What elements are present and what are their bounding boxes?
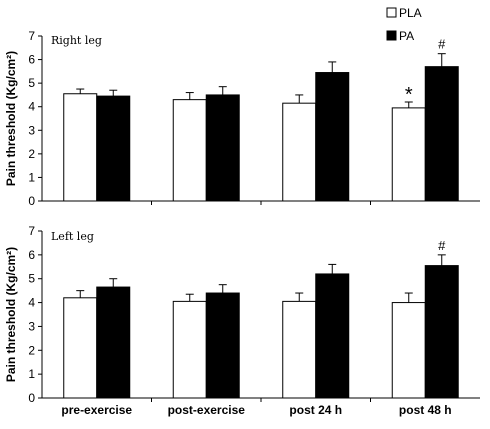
y-tick-label: 2: [28, 147, 35, 161]
y-tick-label: 0: [28, 391, 35, 405]
x-category-label: pre-exercise: [61, 403, 132, 417]
y-axis-label: Pain threshold (Kg/cm²): [4, 51, 18, 186]
panel-title: Right leg: [51, 34, 102, 47]
bar-pa-3: [424, 265, 459, 399]
x-category-label: post 24 h: [289, 403, 342, 417]
y-tick-label: 5: [28, 76, 35, 90]
y-tick-label: 1: [28, 170, 35, 184]
bar-pa-2: [315, 273, 350, 399]
chart-panel-right-leg: 0 1 2 3 4 5 6 7 Pain threshold (Kg/cm²) Right leg…: [4, 29, 480, 208]
bar-pla-0: [63, 93, 98, 202]
bar-pa-0: [96, 286, 131, 399]
y-tick-label: 3: [28, 123, 35, 137]
y-tick-label: 7: [28, 224, 35, 238]
y-tick-label: 7: [28, 29, 35, 43]
bar-pa-1: [205, 292, 240, 399]
bar-pla-3: [391, 302, 426, 399]
legend-swatch-pa: [386, 30, 397, 41]
y-tick-label: 2: [28, 343, 35, 357]
bar-pa-2: [315, 72, 350, 202]
bar-pla-2: [282, 102, 317, 202]
bar-pa-1: [205, 94, 240, 202]
chart-panel-left-leg: 0 1 2 3 4 5 6 7 Pain threshold (Kg/cm²) Left leg p…: [4, 224, 480, 417]
legend-label-pa: PA: [399, 29, 414, 43]
bar-pla-2: [282, 300, 317, 399]
y-tick-label: 0: [28, 194, 35, 208]
legend-label-pla: PLA: [399, 6, 422, 20]
legend-swatch-pla: [386, 7, 397, 18]
bar-pla-3: [391, 107, 426, 202]
bar-pa-3: [424, 66, 459, 202]
significance-marker: *: [405, 84, 413, 106]
bar-pa-0: [96, 95, 131, 202]
legend: PLA PA: [386, 6, 422, 43]
x-category-label: post-exercise: [168, 403, 246, 417]
y-axis-label: Pain threshold (Kg/cm²): [4, 247, 18, 382]
bar-pla-1: [172, 300, 207, 399]
bar-pla-1: [172, 99, 207, 202]
y-tick-label: 4: [28, 296, 35, 310]
bar-pla-0: [63, 297, 98, 399]
y-tick-label: 5: [28, 272, 35, 286]
y-tick-label: 6: [28, 248, 35, 262]
x-category-label: post 48 h: [399, 403, 452, 417]
panel-title: Left leg: [51, 230, 94, 243]
y-tick-label: 4: [28, 100, 35, 114]
y-tick-label: 1: [28, 367, 35, 381]
significance-marker: #: [438, 238, 446, 253]
y-tick-label: 3: [28, 319, 35, 333]
y-tick-label: 6: [28, 53, 35, 67]
significance-marker: #: [438, 37, 446, 52]
